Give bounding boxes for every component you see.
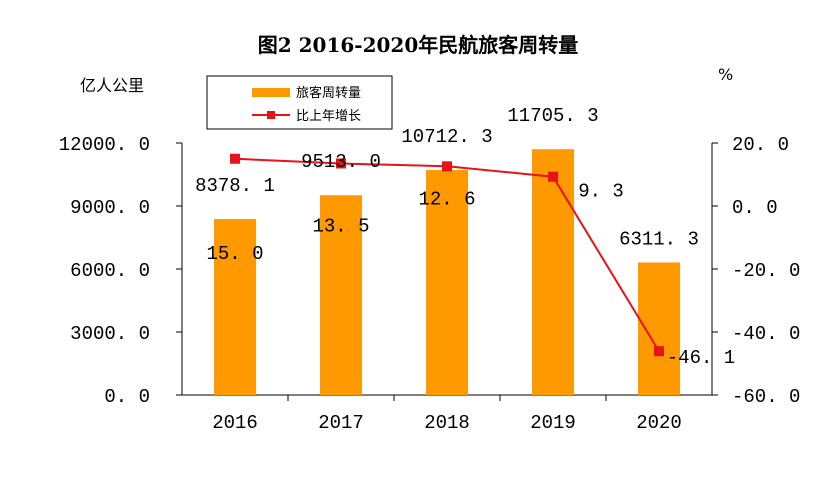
legend-label-line: 比上年增长 bbox=[296, 109, 361, 124]
left-axis-unit: 亿人公里 bbox=[80, 76, 144, 95]
left-axis-tick-label: 12000. 0 bbox=[59, 134, 150, 156]
growth-value-label: 15. 0 bbox=[206, 243, 263, 265]
bar-passenger-volume bbox=[214, 219, 256, 395]
growth-value-label: 9. 3 bbox=[578, 181, 624, 203]
left-axis-tick-label: 6000. 0 bbox=[70, 260, 150, 282]
growth-point-marker bbox=[654, 346, 664, 357]
legend-bar-swatch bbox=[252, 88, 290, 97]
data-labels: 8378. 1 9513. 0 10712. 3 11705. 3 6311. 3 15.… bbox=[195, 105, 735, 369]
bar-passenger-volume bbox=[532, 149, 574, 395]
x-axis-tick-label: 2018 bbox=[424, 412, 470, 434]
right-axis-tick-label: -60. 0 bbox=[732, 386, 800, 408]
bar-value-label: 8378. 1 bbox=[195, 175, 275, 197]
x-axis-tick-label: 2019 bbox=[530, 412, 576, 434]
bar-passenger-volume bbox=[320, 195, 362, 395]
bar-value-label: 11705. 3 bbox=[507, 105, 598, 127]
chart-title: 图2 2016-2020年民航旅客周转量 bbox=[258, 33, 579, 57]
growth-value-label: 12. 6 bbox=[418, 188, 475, 210]
right-axis-tick-label: -40. 0 bbox=[732, 323, 800, 345]
legend-line-marker bbox=[267, 111, 275, 119]
growth-value-label: 13. 5 bbox=[312, 215, 369, 237]
bar-value-label: 10712. 3 bbox=[401, 126, 492, 148]
growth-point-marker bbox=[548, 171, 558, 182]
bar-passenger-volume bbox=[426, 170, 468, 395]
x-axis-tick-label: 2016 bbox=[212, 412, 258, 434]
x-axis-tick-label: 2020 bbox=[636, 412, 682, 434]
bar-value-label: 9513. 0 bbox=[301, 151, 381, 173]
growth-line-series bbox=[230, 153, 664, 357]
legend-box bbox=[206, 75, 393, 130]
right-axis-tick-label: -20. 0 bbox=[732, 260, 800, 282]
axes: 0. 0 3000. 0 6000. 0 9000. 0 12000. 0 -60. 0 -… bbox=[59, 134, 801, 434]
growth-point-marker bbox=[230, 153, 240, 164]
right-axis-tick-label: 0. 0 bbox=[732, 197, 778, 219]
growth-value-label: -46. 1 bbox=[667, 347, 735, 369]
bars bbox=[214, 149, 680, 395]
legend: 旅客周转量 比上年增长 bbox=[206, 75, 393, 130]
left-axis-tick-label: 9000. 0 bbox=[70, 197, 150, 219]
growth-point-marker bbox=[336, 158, 346, 169]
growth-point-marker bbox=[442, 161, 452, 172]
left-axis-tick-label: 3000. 0 bbox=[70, 323, 150, 345]
x-axis-tick-label: 2017 bbox=[318, 412, 364, 434]
legend-label-bar: 旅客周转量 bbox=[296, 85, 361, 101]
left-axis-tick-label: 0. 0 bbox=[104, 386, 150, 408]
bar-value-label: 6311. 3 bbox=[619, 228, 699, 250]
right-axis-unit: % bbox=[718, 65, 733, 84]
right-axis-tick-label: 20. 0 bbox=[732, 134, 789, 156]
